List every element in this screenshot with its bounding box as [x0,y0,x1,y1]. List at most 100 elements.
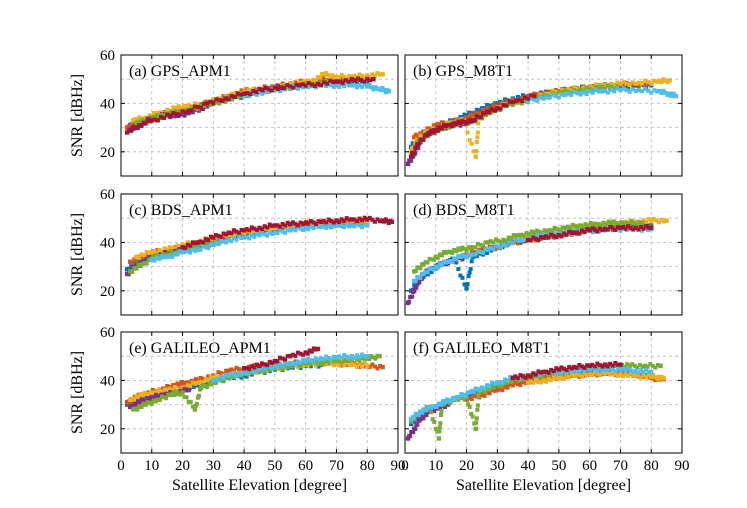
data-point [231,368,236,373]
data-point [131,125,136,130]
data-point [601,220,606,225]
data-point [587,367,592,372]
data-point [518,240,523,245]
data-point [595,361,600,366]
data-point [633,368,639,373]
data-point [582,371,587,376]
data-point [174,390,179,395]
data-point [438,405,443,410]
data-point [487,103,492,108]
data-point [569,231,574,236]
data-point [185,249,190,254]
data-point [294,82,299,87]
data-point [504,238,509,243]
data-point [513,237,518,242]
data-point [272,87,278,93]
data-point [163,249,168,254]
data-point [559,232,564,237]
data-point [239,235,244,240]
data-point [482,386,487,391]
data-point [176,104,181,109]
data-point [257,230,262,235]
data-point [470,414,475,419]
data-point [318,224,324,229]
data-point [518,373,523,378]
data-point [371,87,376,92]
data-point [344,81,349,86]
data-point [602,226,608,232]
data-point [562,376,567,381]
data-point [283,230,288,235]
data-point [458,120,463,125]
data-point [370,72,375,77]
data-point [342,362,347,367]
data-point [474,107,479,112]
data-point [608,361,613,366]
data-point [595,369,600,374]
data-point [503,97,508,102]
data-point [168,113,173,118]
data-point [462,254,467,259]
data-point [148,254,153,259]
data-point [365,363,370,369]
data-point [590,230,595,235]
data-point [522,98,528,104]
data-point [577,362,582,367]
data-point [510,383,515,388]
data-point [649,218,654,223]
data-point [435,121,440,126]
data-point [195,242,201,248]
data-point [514,233,519,238]
data-point [470,254,475,260]
data-point [636,87,642,93]
data-point [257,363,262,369]
data-point [147,250,152,255]
data-point [464,397,469,402]
data-point [155,247,160,252]
data-point [609,87,614,92]
data-point [574,365,579,370]
data-point [167,386,172,391]
data-point [362,361,367,366]
data-point [234,371,239,376]
data-point [633,81,638,86]
data-point [285,365,290,370]
data-point [330,73,335,78]
data-point [159,389,164,394]
data-point [342,357,347,362]
data-point [622,364,627,369]
data-point [352,83,357,88]
data-point [636,370,641,375]
data-point [334,83,339,88]
data-point [352,78,358,83]
data-point [288,361,293,366]
x-tick-label: 50 [267,458,282,474]
data-point [590,226,595,231]
data-point [275,83,280,88]
data-point [134,402,139,407]
data-point [173,108,178,113]
data-point [421,137,426,142]
data-point [610,363,615,368]
data-point [134,120,139,125]
data-point [357,83,362,88]
data-point [216,375,221,380]
data-point [283,360,288,365]
data-point [498,240,503,245]
data-point [155,118,160,123]
data-point [597,373,602,378]
data-point [337,84,342,89]
data-point [529,235,534,240]
data-point [499,384,504,389]
data-point [412,150,417,155]
data-point [470,245,475,250]
x-tick-label: 20 [459,458,474,474]
data-point [257,232,262,238]
chart-panel: (d) BDS_M8T1 [404,193,683,316]
data-point [447,125,452,130]
data-point [462,282,467,287]
data-point [531,235,536,240]
data-point [624,220,629,226]
data-point [432,419,437,424]
data-point [553,89,558,94]
